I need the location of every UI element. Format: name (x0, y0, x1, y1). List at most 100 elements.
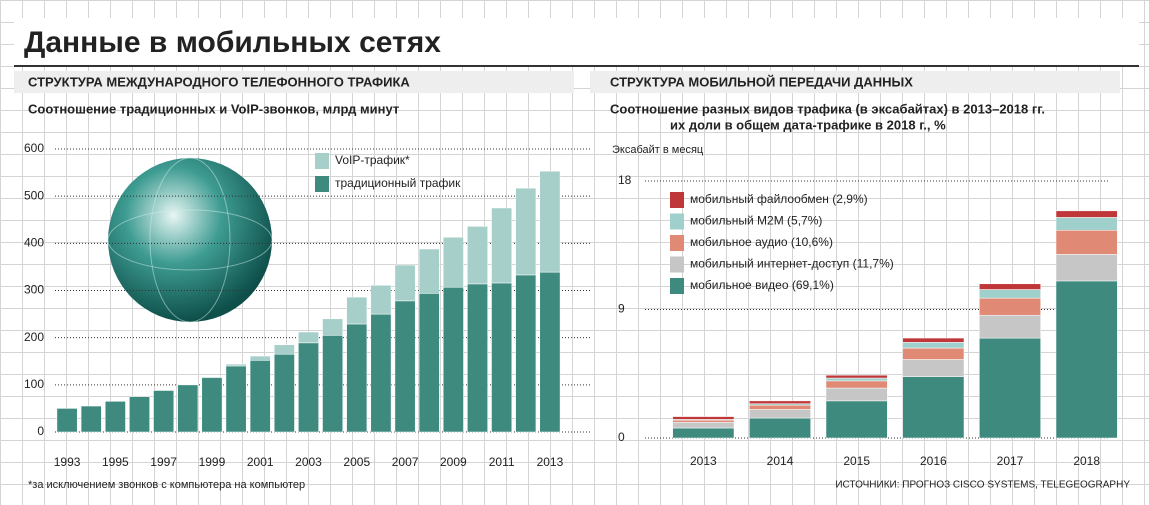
bar-segment (515, 274, 537, 433)
bar-segment (825, 380, 888, 389)
bar-segment (298, 342, 319, 433)
x-tick-label: 2011 (489, 455, 515, 469)
legend-swatch (670, 235, 684, 251)
x-tick-label: 2005 (343, 455, 370, 469)
title-band (14, 18, 1139, 66)
bar-segment (104, 401, 126, 433)
chart-title: СТРУКТУРА МОБИЛЬНОЙ ПЕРЕДАЧИ ДАННЫХ (610, 74, 913, 89)
bar-segment (394, 300, 416, 433)
legend-label: традиционный трафик (335, 176, 461, 190)
source: ИСТОЧНИКИ: ПРОГНОЗ CISCO SYSTEMS, TELEGE… (835, 480, 1130, 491)
bar-segment (322, 335, 344, 433)
bar-segment (979, 297, 1041, 316)
bar-segment (370, 285, 392, 315)
bar-segment (273, 353, 295, 433)
x-tick-label: 1997 (150, 455, 177, 469)
x-tick-label: 2001 (247, 455, 274, 469)
chart-subtitle: Соотношение разных видов трафика (в экса… (610, 101, 1045, 116)
bar-segment (322, 318, 344, 336)
x-tick-label: 1999 (199, 455, 226, 469)
bar-segment (825, 374, 888, 379)
bar-segment (825, 387, 888, 402)
bar-segment (749, 409, 811, 419)
legend-label: мобильный M2M (5,7%) (690, 214, 822, 228)
bar-segment (467, 283, 488, 433)
bar-segment (1055, 280, 1118, 439)
bar-segment (979, 314, 1041, 339)
y-tick-label: 300 (24, 283, 44, 297)
bar-segment (491, 282, 513, 433)
legend-swatch (315, 153, 329, 169)
bar-segment (442, 236, 464, 288)
legend-label: мобильный файлообмен (2,9%) (690, 192, 868, 206)
y-tick-label: 600 (24, 141, 44, 155)
bar-segment (249, 355, 271, 361)
bar-segment (346, 323, 368, 433)
bar-segment (346, 296, 368, 325)
bar-segment (80, 405, 102, 433)
bar-segment (539, 170, 561, 273)
bar-segment (370, 313, 392, 433)
bar-segment (1055, 210, 1118, 218)
bar-segment (515, 187, 537, 276)
chart-subtitle: Соотношение традиционных и VoIP-звонков,… (28, 101, 399, 116)
bar-segment (177, 384, 199, 433)
bar-segment (539, 271, 561, 433)
x-tick-label: 2015 (843, 454, 870, 468)
y-tick-label: 400 (24, 236, 44, 250)
bar-segment (249, 360, 271, 433)
globe-illustration (108, 158, 272, 322)
globe-arc (107, 209, 273, 271)
legend-swatch (670, 192, 684, 208)
x-tick-label: 2013 (690, 454, 717, 468)
x-tick-label: 2009 (440, 455, 467, 469)
y-tick-label: 9 (618, 302, 625, 316)
bar-segment (902, 342, 965, 349)
y-tick-label: 0 (618, 430, 625, 444)
bar-segment (153, 390, 175, 433)
bar-segment (749, 404, 811, 410)
legend-label: мобильное видео (69,1%) (690, 278, 834, 292)
x-tick-label: 2003 (295, 455, 322, 469)
y-tick-label: 0 (37, 424, 44, 438)
bar-segment (1055, 217, 1118, 231)
bar-segment (902, 359, 965, 377)
bar-segment (1055, 230, 1118, 255)
bar-segment (902, 337, 965, 343)
x-tick-label: 2017 (997, 454, 1024, 468)
x-tick-label: 2016 (920, 454, 947, 468)
bar-segment (672, 427, 735, 439)
bar-segment (56, 408, 78, 433)
footnote: *за исключением звонков с компьютера на … (28, 479, 305, 491)
bar-segment (1055, 254, 1118, 282)
y-tick-label: 100 (24, 377, 44, 391)
x-tick-label: 1995 (102, 455, 129, 469)
x-tick-label: 2018 (1073, 454, 1100, 468)
legend-label: мобильное аудио (10,6%) (690, 235, 833, 249)
y-tick-label: 500 (24, 188, 44, 202)
bar-segment (979, 283, 1041, 290)
bar-segment (672, 422, 735, 429)
bar-segment (825, 400, 888, 439)
chart-subtitle: их доли в общем дата-трафике в 2018 г., … (670, 117, 946, 132)
bar-segment (273, 344, 295, 355)
bar-segment (129, 396, 150, 433)
bar-segment (225, 365, 247, 433)
y-tick-label: 18 (618, 173, 632, 187)
bar-segment (225, 363, 247, 367)
bar-segment (442, 286, 464, 433)
legend-label: мобильный интернет-доступ (11,7%) (690, 257, 894, 271)
bar-segment (491, 207, 513, 284)
bar-segment (979, 337, 1041, 439)
section-band (14, 71, 574, 93)
bar-segment (825, 377, 888, 382)
bar-segment (418, 248, 440, 294)
bar-segment (749, 400, 811, 404)
bar-segment (672, 419, 735, 423)
legend-swatch (315, 176, 329, 192)
bar-segment (418, 293, 440, 433)
x-tick-label: 2013 (537, 455, 564, 469)
bar-segment (672, 416, 735, 420)
x-tick-label: 2014 (767, 454, 794, 468)
